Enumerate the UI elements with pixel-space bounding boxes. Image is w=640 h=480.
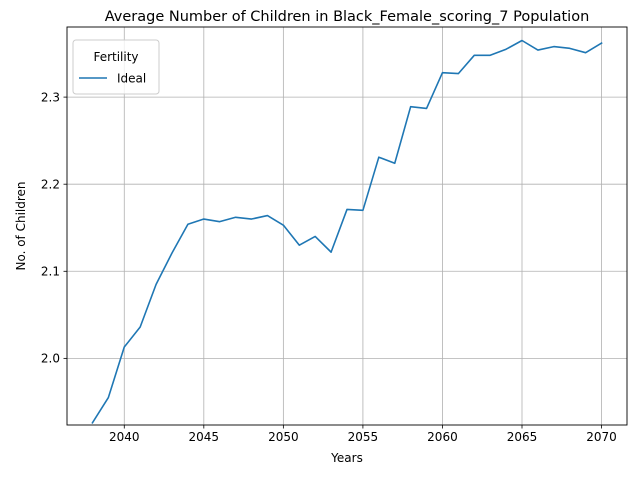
legend-title: Fertility xyxy=(93,50,138,64)
chart-title: Average Number of Children in Black_Fema… xyxy=(105,9,590,25)
x-tick-label: 2070 xyxy=(586,430,617,444)
legend-box xyxy=(72,39,160,95)
axis-ticks: 2040 2045 2050 2055 2060 2065 2070 2.0 2.1 2.2 2.3 xyxy=(41,90,617,444)
y-axis-title: No. of Children xyxy=(14,181,28,270)
x-tick-label: 2055 xyxy=(348,430,379,444)
legend: Fertility Ideal xyxy=(72,39,160,95)
y-tick-label: 2.3 xyxy=(41,90,60,104)
series-line-ideal xyxy=(91,39,603,424)
y-tick-label: 2.2 xyxy=(41,177,60,191)
legend-entries: Ideal xyxy=(79,71,146,85)
x-axis-title: Years xyxy=(330,451,363,465)
x-tick-label: 2060 xyxy=(427,430,458,444)
x-tick-label: 2050 xyxy=(268,430,299,444)
x-tick-label: 2045 xyxy=(189,430,220,444)
y-tick-label: 2.1 xyxy=(41,265,60,279)
legend-entry-label: Ideal xyxy=(117,71,146,85)
x-tick-label: 2065 xyxy=(507,430,538,444)
series-lines xyxy=(91,39,603,424)
y-tick-label: 2.0 xyxy=(41,352,60,366)
plot-area-frame xyxy=(66,26,628,426)
x-tick-label: 2040 xyxy=(109,430,140,444)
